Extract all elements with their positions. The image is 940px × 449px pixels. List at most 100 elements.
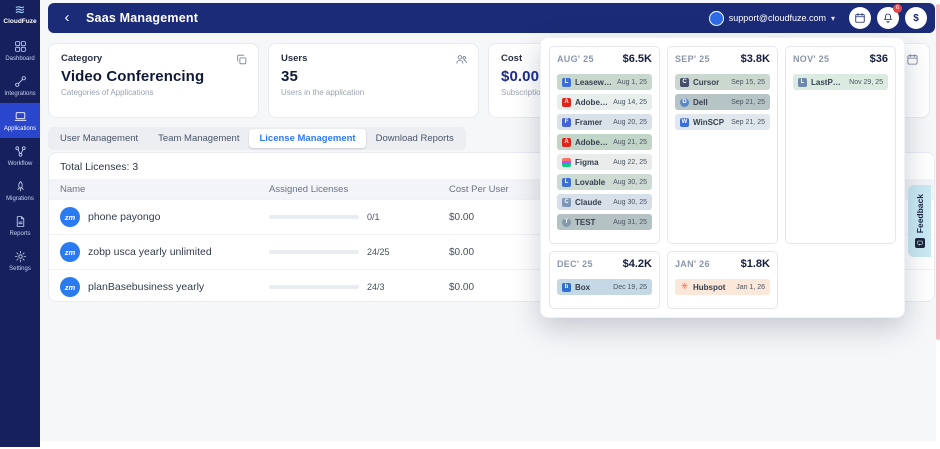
box-app-icon: b: [562, 282, 571, 292]
renewal-month-total: $4.2K: [622, 258, 652, 270]
renewal-entry[interactable]: A Adobe Creative Aug 21, 25: [557, 134, 652, 150]
sidebar-item-label: Migrations: [6, 196, 34, 202]
table-header-cell: Cost Per User: [449, 183, 509, 195]
renewal-entry-list: ✳ Hubspot Jan 1, 26: [675, 279, 770, 295]
renewal-entry[interactable]: F Framer Aug 20, 25: [557, 114, 652, 130]
claude-app-icon: C: [562, 197, 571, 207]
renewal-app-name: Framer: [575, 117, 603, 127]
sidebar-item-dashboard[interactable]: Dashboard: [0, 33, 40, 68]
renewal-entry[interactable]: C Claude Aug 30, 25: [557, 194, 652, 210]
sidebar-item-integrations[interactable]: Integrations: [0, 68, 40, 103]
renewal-entry[interactable]: D Dell Sep 21, 25: [675, 94, 770, 110]
renewal-month-total: $36: [869, 53, 888, 65]
sidebar-item-migrations[interactable]: Migrations: [0, 173, 40, 208]
renewal-month-label: JAN' 26: [675, 259, 710, 269]
renewal-entry[interactable]: W WinSCP Sep 21, 25: [675, 114, 770, 130]
zoom-app-icon: zm: [60, 242, 80, 262]
sidebar-item-label: Workflow: [7, 161, 33, 167]
tab-license-management[interactable]: License Management: [249, 129, 366, 148]
license-name-cell: zm zobp usca yearly unlimited: [49, 242, 258, 262]
renewal-app-name: Figma: [575, 157, 599, 167]
migrations-icon: [16, 181, 24, 192]
copy-icon[interactable]: [235, 53, 248, 71]
renewal-entry[interactable]: Figma Aug 22, 25: [557, 154, 652, 170]
sidebar-item-reports[interactable]: Reports: [0, 208, 40, 243]
tab-bar: User Management Team Management License Ma…: [48, 127, 466, 150]
calendar-icon: [907, 54, 918, 65]
page-title: Saas Management: [86, 11, 199, 25]
renewal-date: Sep 21, 25: [731, 98, 765, 106]
adobe-creative-app-icon: A: [562, 137, 571, 147]
renewal-month-cell: DEC' 25 $4.2K b Box Dec 19, 25: [549, 251, 660, 309]
renewal-date: Sep 21, 25: [731, 118, 765, 126]
license-progress-bar: [269, 285, 359, 289]
lastpass-app-icon: L: [798, 77, 807, 87]
license-name: phone payongo: [88, 211, 161, 223]
billing-button[interactable]: $: [905, 7, 927, 29]
renewal-entry[interactable]: T TEST Aug 31, 25: [557, 214, 652, 230]
dollar-icon: $: [913, 12, 919, 24]
license-name-cell: zm phone payongo: [49, 207, 258, 227]
table-body: zm phone payongo 0/1 $0.00 zm zobp usca yearl…: [49, 199, 934, 301]
renewal-date: Aug 14, 25: [613, 98, 647, 106]
calendar-icon: [855, 13, 865, 23]
renewal-month-cell: NOV' 25 $36 L LastPass Nov 29, 25: [785, 46, 896, 244]
sidebar-nav: Dashboard Integrations Applications Workflo…: [0, 33, 40, 278]
renewal-month-total: $6.5K: [622, 53, 652, 65]
renewal-month-cell: SEP' 25 $3.8K C Cursor Sep 15, 25 D Dell Sep 21…: [667, 46, 778, 244]
renewal-month-header: JAN' 26 $1.8K: [675, 258, 770, 270]
tab-download-reports[interactable]: Download Reports: [375, 133, 454, 144]
table-header-cell: Assigned Licenses: [269, 183, 349, 195]
tab-user-management[interactable]: User Management: [60, 133, 139, 144]
tab-team-management[interactable]: Team Management: [158, 133, 240, 144]
cost-per-user-cell: $0.00: [449, 281, 475, 293]
renewal-entry-list: b Box Dec 19, 25: [557, 279, 652, 295]
card-subtext: Subscriptio: [501, 88, 541, 97]
renewal-entry[interactable]: L LastPass Nov 29, 25: [793, 74, 888, 90]
renewal-calendar-button[interactable]: [849, 7, 871, 29]
sidebar-item-applications[interactable]: Applications: [0, 103, 40, 138]
back-button[interactable]: ‹: [58, 9, 76, 27]
user-menu[interactable]: support@cloudfuze.com ▾: [708, 10, 835, 26]
renewal-entry[interactable]: A Adobe Identit...Aug 14, 25: [557, 94, 652, 110]
renewal-month-cell: JAN' 26 $1.8K ✳ Hubspot Jan 1, 26: [667, 251, 778, 309]
table-row[interactable]: zm zobp usca yearly unlimited 24/25 $0.00: [49, 234, 934, 269]
license-progress-bar: [269, 215, 359, 219]
renewal-date: Dec 19, 25: [613, 283, 647, 291]
feedback-icon: [914, 238, 925, 249]
cloudfuze-logo-icon: ≋: [14, 3, 26, 18]
feedback-tab[interactable]: Feedback: [908, 185, 931, 257]
cost-per-user-cell: $0.00: [449, 211, 475, 223]
renewal-entry[interactable]: C Cursor Sep 15, 25: [675, 74, 770, 90]
cost-per-user-cell: $0.00: [449, 246, 475, 258]
renewal-entry[interactable]: b Box Dec 19, 25: [557, 279, 652, 295]
table-row[interactable]: zm phone payongo 0/1 $0.00: [49, 199, 934, 234]
card-subtext: Users in the application: [281, 88, 365, 97]
renewal-date: Aug 30, 25: [613, 198, 647, 206]
renewal-entry[interactable]: L Leaseweb Aug 1, 25: [557, 74, 652, 90]
notifications-button[interactable]: 6: [877, 4, 902, 29]
sidebar-item-label: Dashboard: [5, 56, 35, 62]
calendar-icon[interactable]: [906, 53, 919, 71]
users-icon: [456, 55, 467, 64]
renewal-entry[interactable]: ✳ Hubspot Jan 1, 26: [675, 279, 770, 295]
renewal-month-header: AUG' 25 $6.5K: [557, 53, 652, 65]
renewal-month-total: $1.8K: [740, 258, 770, 270]
renewal-app-name: Leaseweb: [575, 77, 614, 87]
feedback-label: Feedback: [914, 193, 925, 234]
sidebar-item-label: Applications: [3, 126, 37, 132]
renewal-month-label: SEP' 25: [675, 54, 710, 64]
card-subtext: Categories of Applications: [61, 88, 154, 97]
sidebar-item-settings[interactable]: Settings: [0, 243, 40, 278]
renewal-month-label: DEC' 25: [557, 259, 593, 269]
table-row[interactable]: zm planBasebusiness yearly 24/3 $0.00: [49, 269, 934, 301]
applications-icon: [14, 112, 26, 121]
users-icon: [455, 53, 468, 71]
sidebar-item-workflow[interactable]: Workflow: [0, 138, 40, 173]
sidebar-item-label: Settings: [9, 266, 31, 272]
integrations-icon: [14, 76, 26, 87]
renewal-entry[interactable]: L Lovable Aug 30, 25: [557, 174, 652, 190]
